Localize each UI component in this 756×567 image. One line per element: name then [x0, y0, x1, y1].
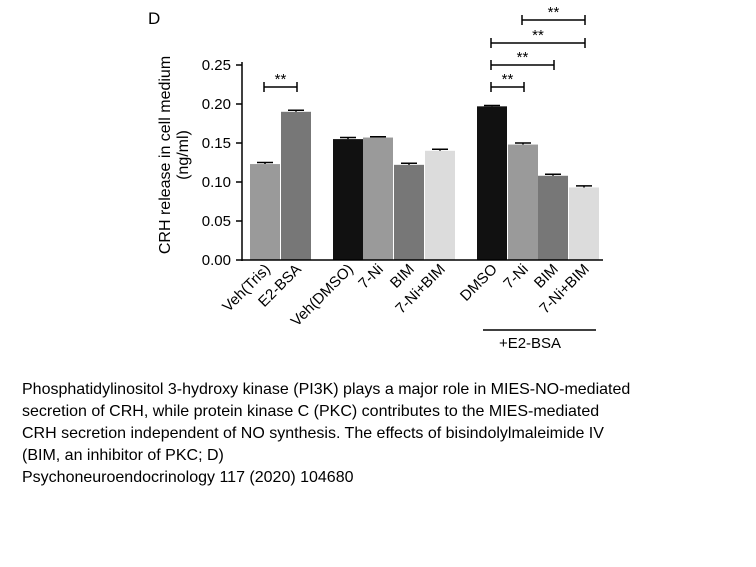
y-axis-label: CRH release in cell medium — [157, 56, 174, 254]
y-axis-label: (ng/ml) — [175, 130, 192, 180]
caption: Psychoneuroendocrinology 117 (2020) 1046… — [22, 469, 354, 486]
error-bar — [545, 173, 561, 176]
significance-bracket — [521, 15, 586, 25]
significance-label: ** — [532, 27, 544, 44]
panel-label: D — [148, 9, 160, 28]
y-tick-label: 0.20 — [202, 96, 231, 113]
bar — [569, 187, 599, 260]
bar — [250, 164, 280, 260]
error-bar — [576, 185, 592, 188]
group-label: +E2-BSA — [499, 335, 561, 352]
bar — [394, 164, 424, 260]
error-bar — [432, 148, 448, 151]
x-tick-label: 7-Ni — [355, 261, 386, 292]
error-bar — [484, 104, 500, 107]
significance-label: ** — [548, 4, 560, 21]
significance-label: ** — [517, 49, 529, 66]
error-bar — [401, 162, 417, 165]
x-tick-label: DMSO — [457, 261, 501, 305]
error-bar — [340, 136, 356, 140]
significance-bracket — [490, 38, 586, 48]
x-tick-label: 7-Ni — [500, 261, 531, 292]
error-bar — [370, 136, 386, 138]
y-tick-label: 0.10 — [202, 174, 231, 191]
y-tick-label: 0.00 — [202, 252, 231, 269]
bar — [363, 137, 393, 260]
y-tick-label: 0.15 — [202, 135, 231, 152]
bar — [281, 111, 311, 260]
bar — [477, 106, 507, 260]
bar — [538, 175, 568, 260]
significance-bracket — [490, 82, 525, 92]
significance-label: ** — [275, 71, 287, 88]
error-bar — [515, 142, 531, 145]
caption: Phosphatidylinositol 3-hydroxy kinase (P… — [22, 381, 631, 398]
y-tick-label: 0.05 — [202, 213, 231, 230]
bar — [425, 150, 455, 260]
error-bar — [257, 161, 273, 165]
significance-bracket — [263, 82, 298, 92]
bar — [333, 139, 363, 260]
y-tick-label: 0.25 — [202, 57, 231, 74]
caption: (BIM, an inhibitor of PKC; D) — [22, 447, 224, 464]
bar — [508, 144, 538, 260]
caption: secretion of CRH, while protein kinase C… — [22, 403, 600, 420]
significance-label: ** — [502, 71, 514, 88]
significance-bracket — [490, 60, 555, 70]
chart: D CRH release in cell medium (ng/ml) +E2… — [148, 4, 603, 352]
error-bar — [288, 109, 304, 112]
caption: CRH secretion independent of NO synthesi… — [22, 425, 604, 442]
